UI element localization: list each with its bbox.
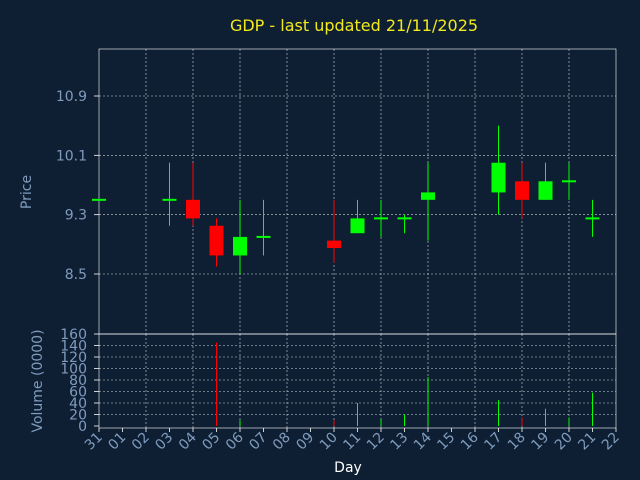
price-tick-label: 10.9 [56, 89, 87, 105]
candle-body [186, 199, 200, 219]
price-axis-label: Price [19, 175, 35, 209]
volume-tick-label: 100 [60, 362, 87, 378]
candle-body [374, 217, 388, 220]
price-panel-frame [98, 48, 617, 335]
x-tick-label: 13 [387, 430, 411, 454]
volume-tick-label: 120 [60, 350, 87, 366]
candle-body [256, 235, 271, 238]
x-tick-label: 10 [317, 430, 341, 454]
candle-body [350, 218, 365, 234]
x-tick-label: 06 [223, 429, 247, 453]
price-grid [99, 49, 616, 334]
volume-axis-label: Volume (0000) [30, 329, 46, 432]
x-tick-label: 18 [505, 430, 529, 454]
volume-tick-label: 160 [60, 327, 87, 343]
x-tick-label: 03 [152, 430, 176, 454]
candle-body [515, 181, 529, 200]
price-tick-label: 10.1 [56, 148, 87, 164]
x-tick-label: 22 [599, 430, 623, 454]
candle-body [233, 236, 247, 256]
candle-body [209, 225, 224, 256]
x-tick-label: 01 [105, 430, 129, 454]
x-tick-label: 19 [528, 430, 552, 454]
x-tick-label: 17 [481, 430, 505, 454]
volume-tick-label: 20 [69, 408, 87, 424]
candle-body [162, 198, 177, 201]
x-tick-label: 09 [293, 430, 317, 454]
x-tick-label: 08 [270, 430, 294, 454]
volume-tick-label: 60 [69, 385, 87, 401]
x-tick-label: 07 [246, 430, 270, 454]
x-tick-label: 02 [129, 430, 153, 454]
x-tick-label: 12 [364, 430, 388, 454]
x-tick-label: 14 [411, 429, 435, 453]
x-tick-label: 04 [176, 429, 200, 453]
x-tick-label: 15 [434, 430, 458, 454]
volume-tick-label: 140 [60, 339, 87, 355]
candle-body [397, 217, 412, 220]
candle-body [92, 198, 106, 201]
chart-title: GDP - last updated 21/11/2025 [230, 16, 478, 35]
candles [92, 125, 600, 274]
price-tick-label: 8.5 [65, 267, 87, 283]
price-tick-label: 9.3 [65, 208, 87, 224]
x-tick-label: 16 [458, 429, 482, 453]
price-y-ticks: 8.5 9.3 10.1 10.9 [56, 89, 99, 283]
candle-body [562, 180, 576, 183]
x-ticks: 31 01 02 03 04 05 06 07 08 09 10 11 12 13 14 15 16 17 18 19… [82, 428, 623, 453]
x-tick-label: 05 [199, 430, 223, 454]
volume-bars [216, 342, 593, 426]
x-axis-label: Day [334, 460, 362, 476]
candle-body [491, 162, 506, 193]
volume-tick-label: 40 [69, 396, 87, 412]
x-tick-label: 20 [552, 430, 576, 454]
candle-body [538, 181, 553, 200]
volume-tick-label: 0 [78, 419, 87, 435]
x-tick-label: 11 [340, 430, 364, 454]
candle-body [585, 217, 600, 220]
volume-tick-label: 80 [69, 373, 87, 389]
x-tick-label: 21 [575, 430, 599, 454]
candle-body [327, 240, 341, 249]
candle-body [421, 192, 435, 200]
